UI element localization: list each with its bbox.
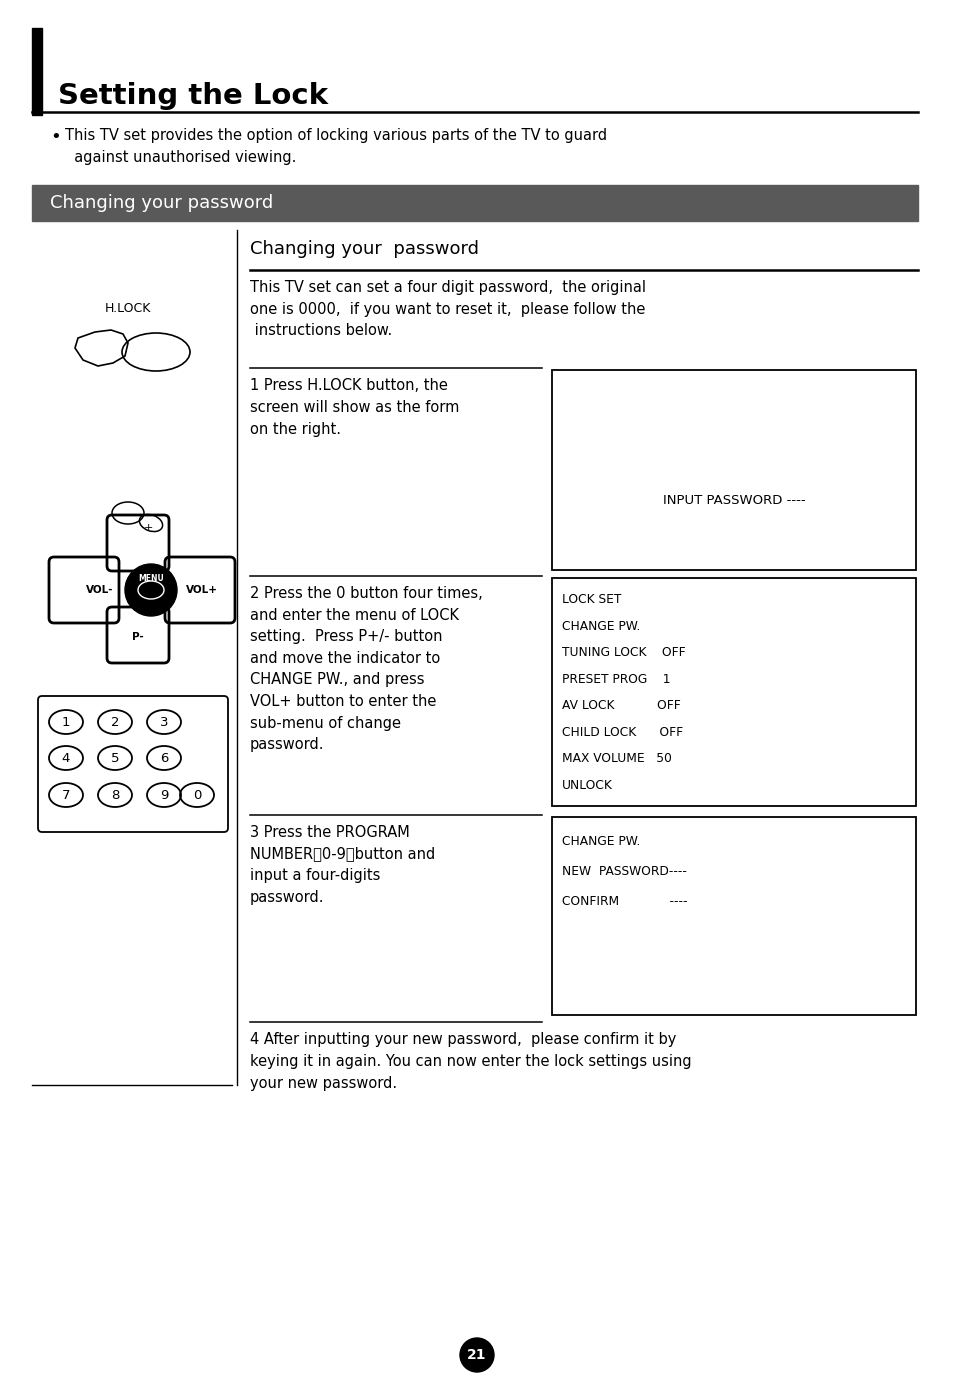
Text: 6: 6 (160, 751, 168, 765)
Text: 8: 8 (111, 789, 119, 801)
Text: LOCK SET: LOCK SET (561, 592, 620, 606)
Text: 1: 1 (62, 715, 71, 729)
Text: VOL+: VOL+ (186, 586, 218, 595)
Text: Changing your  password: Changing your password (250, 240, 478, 258)
Bar (552, 579, 915, 807)
Text: •: • (50, 128, 61, 146)
Text: 4: 4 (62, 751, 71, 765)
Text: CHANGE PW.: CHANGE PW. (561, 836, 639, 848)
Text: MAX VOLUME   50: MAX VOLUME 50 (561, 753, 671, 765)
Text: UNLOCK: UNLOCK (561, 779, 612, 791)
Text: 9: 9 (160, 789, 168, 801)
Bar (32, 185, 917, 221)
Text: 2 Press the 0 button four times,
and enter the menu of LOCK
setting.  Press P+/-: 2 Press the 0 button four times, and ent… (250, 586, 482, 753)
Text: 1 Press H.LOCK button, the
screen will show as the form
on the right.: 1 Press H.LOCK button, the screen will s… (250, 378, 459, 438)
Text: 21: 21 (467, 1348, 486, 1362)
Text: INPUT PASSWORD ----: INPUT PASSWORD ---- (662, 493, 804, 507)
Text: P-: P- (132, 632, 144, 642)
Bar (552, 818, 915, 1015)
Text: TUNING LOCK    OFF: TUNING LOCK OFF (561, 646, 685, 659)
Text: This TV set provides the option of locking various parts of the TV to guard
  ag: This TV set provides the option of locki… (65, 128, 606, 164)
Text: 2: 2 (111, 715, 119, 729)
Text: PRESET PROG    1: PRESET PROG 1 (561, 673, 670, 685)
Text: CONFIRM             ----: CONFIRM ---- (561, 895, 687, 907)
Text: NEW  PASSWORD----: NEW PASSWORD---- (561, 865, 686, 878)
Text: This TV set can set a four digit password,  the original
one is 0000,  if you wa: This TV set can set a four digit passwor… (250, 280, 645, 338)
Bar (552, 370, 915, 570)
Text: 4 After inputting your new password,  please confirm it by
keying it in again. Y: 4 After inputting your new password, ple… (250, 1032, 691, 1091)
Text: +: + (143, 523, 152, 533)
Text: 0: 0 (193, 789, 201, 801)
Circle shape (459, 1338, 494, 1371)
Text: 5: 5 (111, 751, 119, 765)
Text: AV LOCK           OFF: AV LOCK OFF (561, 699, 680, 713)
Text: 7: 7 (62, 789, 71, 801)
Text: 3 Press the PROGRAM
NUMBER（0-9）button and
input a four-digits
password.: 3 Press the PROGRAM NUMBER（0-9）button an… (250, 824, 435, 905)
Text: MENU: MENU (138, 573, 164, 583)
Text: VOL-: VOL- (86, 586, 113, 595)
Text: 3: 3 (159, 715, 168, 729)
Text: Changing your password: Changing your password (50, 193, 273, 213)
Text: CHANGE PW.: CHANGE PW. (561, 620, 639, 632)
Text: Setting the Lock: Setting the Lock (58, 81, 328, 110)
Circle shape (125, 563, 177, 616)
Text: H.LOCK: H.LOCK (105, 302, 151, 315)
Bar (32, 28, 42, 115)
Text: CHILD LOCK      OFF: CHILD LOCK OFF (561, 725, 682, 739)
